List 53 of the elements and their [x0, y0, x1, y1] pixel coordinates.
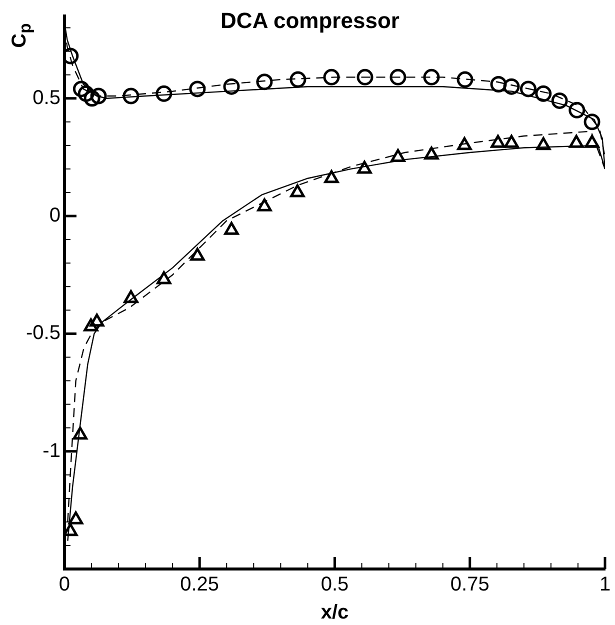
point	[90, 314, 104, 327]
point	[223, 78, 240, 95]
point	[423, 68, 440, 86]
point	[357, 160, 372, 174]
point	[536, 137, 551, 150]
point	[503, 78, 520, 95]
x-tick-label: 0.25	[180, 574, 220, 596]
y-tick-label: -0.5	[26, 322, 60, 344]
point	[424, 146, 439, 160]
point	[520, 80, 536, 98]
y-tick-label: 0	[49, 204, 60, 227]
point	[90, 88, 107, 104]
point	[584, 114, 600, 130]
point	[490, 76, 507, 92]
point	[457, 137, 472, 150]
point	[490, 134, 506, 148]
y-tick-label: -1	[42, 440, 60, 462]
x-axis-title: x/c	[320, 602, 349, 624]
point	[290, 184, 305, 198]
point	[584, 134, 600, 148]
point	[224, 222, 239, 235]
point	[156, 271, 172, 284]
point	[156, 85, 172, 102]
point	[68, 511, 84, 524]
point	[257, 198, 272, 212]
point	[256, 74, 273, 90]
point	[189, 80, 206, 98]
point	[535, 85, 552, 102]
point	[84, 90, 100, 107]
point	[356, 68, 374, 86]
point	[456, 71, 474, 88]
point	[84, 318, 98, 332]
point	[72, 80, 90, 98]
point	[124, 290, 138, 304]
point	[323, 68, 340, 86]
point	[78, 85, 94, 102]
point	[290, 71, 306, 88]
point	[569, 134, 584, 148]
point	[324, 170, 339, 184]
point	[190, 248, 205, 261]
chart-title: DCA compressor	[220, 8, 400, 34]
x-tick-label: 0.75	[450, 574, 490, 596]
point	[72, 426, 88, 440]
point	[504, 134, 519, 148]
point	[551, 92, 568, 109]
x-tick-label: 0.5	[320, 574, 349, 596]
point	[568, 102, 586, 118]
y-tick-label: 0.5	[32, 86, 60, 109]
point	[64, 523, 78, 536]
point	[390, 148, 406, 162]
point	[390, 68, 406, 86]
x-tick-label: 1	[599, 574, 611, 596]
point	[122, 88, 140, 104]
